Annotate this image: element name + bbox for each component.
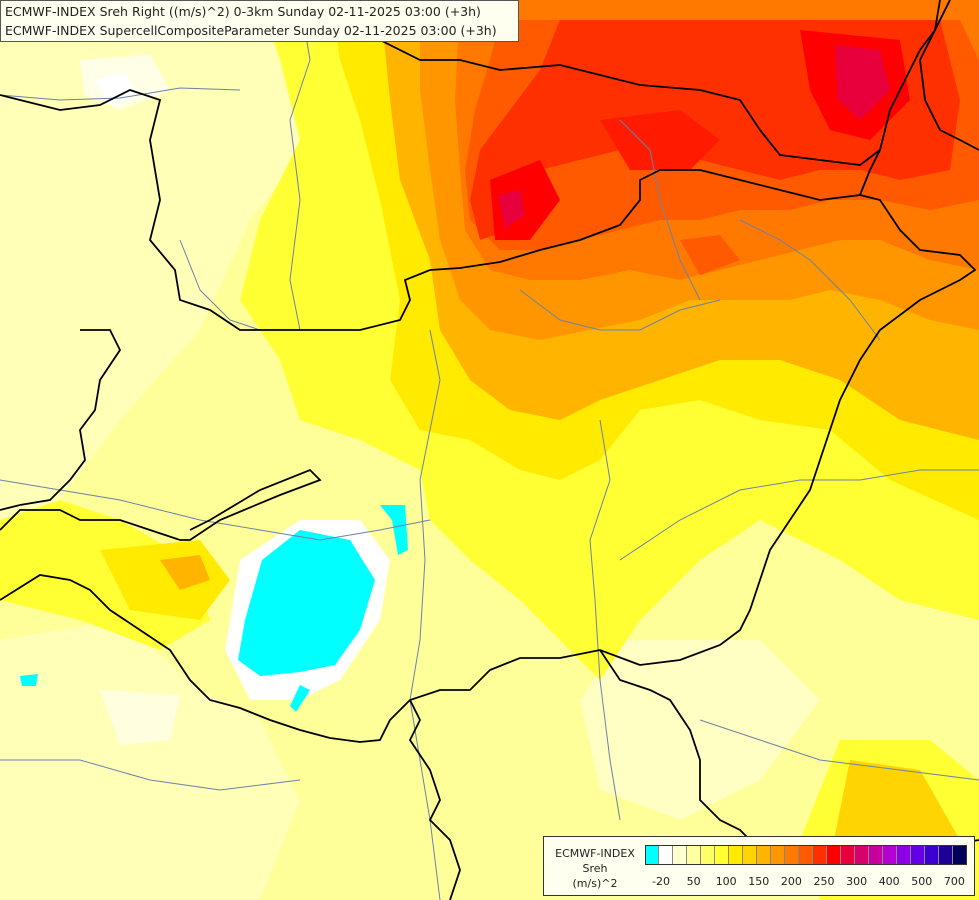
legend-swatch	[785, 845, 799, 865]
legend-swatch	[897, 845, 911, 865]
legend-swatch	[757, 845, 771, 865]
legend-swatch	[659, 845, 673, 865]
legend-swatch	[645, 845, 659, 865]
legend-tick-label: 400	[878, 875, 900, 888]
legend-tick-label: 300	[846, 875, 868, 888]
legend-swatch	[813, 845, 827, 865]
legend-swatch	[953, 845, 967, 865]
legend-parameter: Sreh	[582, 862, 608, 875]
color-legend: ECMWF-INDEX Sreh (m/s)^2 -20 50 100 150 200 2…	[543, 836, 975, 896]
title-line-1: ECMWF-INDEX Sreh Right ((m/s)^2) 0-3km S…	[5, 4, 481, 19]
legend-swatch	[729, 845, 743, 865]
legend-swatch	[687, 845, 701, 865]
legend-swatch	[715, 845, 729, 865]
legend-tick-label: 500	[911, 875, 933, 888]
legend-tick-label: 200	[780, 875, 802, 888]
legend-tick-label: 50	[686, 875, 701, 888]
legend-unit: (m/s)^2	[572, 877, 618, 890]
title-line-2: ECMWF-INDEX SupercellCompositeParameter …	[5, 23, 497, 38]
map-title-box: ECMWF-INDEX Sreh Right ((m/s)^2) 0-3km S…	[0, 0, 519, 42]
legend-source: ECMWF-INDEX	[555, 847, 635, 860]
legend-swatch	[869, 845, 883, 865]
legend-swatch	[771, 845, 785, 865]
legend-swatch	[925, 845, 939, 865]
legend-swatch	[911, 845, 925, 865]
legend-swatch	[827, 845, 841, 865]
legend-tick-label: 150	[748, 875, 770, 888]
legend-swatch	[799, 845, 813, 865]
legend-swatch	[673, 845, 687, 865]
legend-swatch	[883, 845, 897, 865]
legend-tick-label: 100	[715, 875, 737, 888]
legend-tick-label: 250	[813, 875, 835, 888]
legend-tick-label: 700	[943, 875, 965, 888]
legend-swatch	[841, 845, 855, 865]
legend-swatch	[855, 845, 869, 865]
legend-tick-label: -20	[652, 875, 670, 888]
legend-swatch	[701, 845, 715, 865]
legend-swatch	[743, 845, 757, 865]
legend-label: ECMWF-INDEX Sreh (m/s)^2	[548, 846, 642, 891]
legend-swatch	[939, 845, 953, 865]
